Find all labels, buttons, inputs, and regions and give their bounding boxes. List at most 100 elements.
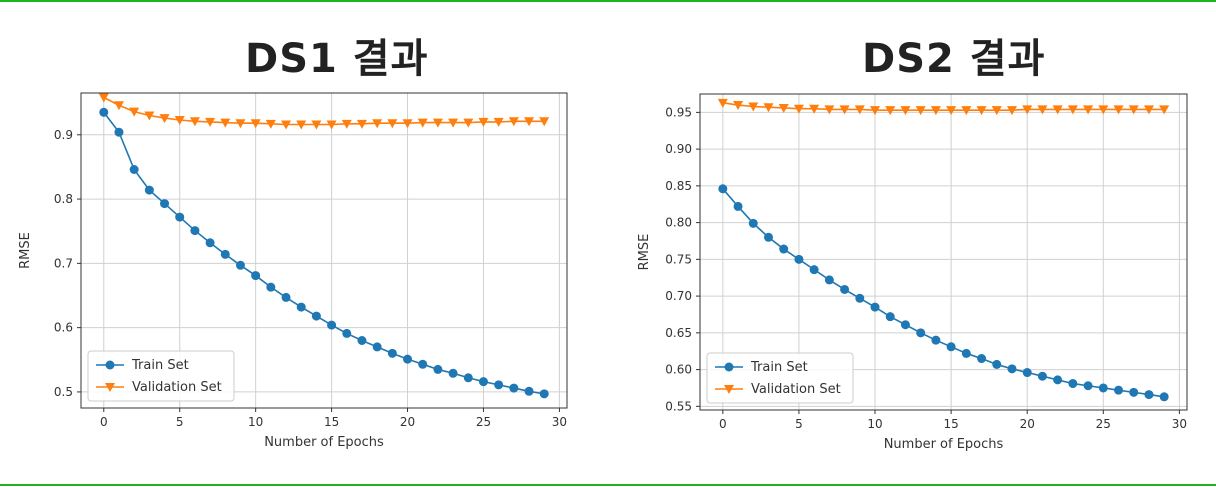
data-point-marker [508,117,519,127]
data-point-marker [778,103,789,113]
data-point-marker [250,119,261,129]
ds1-chart-title: DS1 결과 [245,36,429,82]
data-point-marker [900,320,910,330]
data-point-marker [190,226,200,236]
data-point-marker [1067,105,1078,115]
data-point-marker [296,120,307,130]
x-tick-label: 10 [248,415,263,429]
data-point-marker [1128,105,1139,115]
data-point-marker [448,118,459,128]
data-point-marker [1159,392,1169,402]
data-point-marker [524,117,535,127]
data-point-marker [915,106,926,116]
x-tick-label: 10 [867,417,882,431]
data-point-marker [235,119,246,129]
data-point-marker [220,249,230,259]
data-point-marker [509,383,519,393]
data-point-marker [448,368,458,378]
data-point-marker [1098,383,1108,393]
x-tick-label: 0 [100,415,108,429]
data-point-marker [114,127,124,137]
ds2-rmse-chart: 0 5 10 15 20 25 30 0.55 0.60 0.65 0.70 0.75 0.80 0.85… [637,93,1188,452]
data-point-marker [854,105,865,115]
data-point-marker [824,105,835,115]
data-point-marker [98,93,109,103]
data-point-marker [342,328,352,338]
data-point-marker [144,185,154,195]
y-axis-label: RMSE [637,234,652,271]
data-point-marker [946,342,956,352]
data-point-marker [418,359,428,369]
data-point-marker [1068,379,1078,389]
data-point-marker [930,106,941,116]
data-point-marker [189,117,200,127]
y-tick-label: 0.80 [665,216,692,230]
data-point-marker [855,293,865,303]
data-point-marker [524,386,534,396]
x-tick-label: 5 [176,415,184,429]
data-point-marker [1144,390,1154,400]
data-point-marker [174,116,185,125]
data-point-marker [1037,371,1047,381]
legend-label: Validation Set [751,382,841,397]
legend-marker [724,385,734,394]
data-point-marker [296,302,306,312]
data-point-marker [1143,105,1154,115]
data-point-marker [327,320,337,330]
top-divider-line [0,0,1216,2]
data-point-marker [1083,105,1094,115]
data-point-marker [493,117,504,127]
data-point-marker [977,354,987,364]
data-point-marker [976,106,987,116]
y-tick-label: 0.60 [665,363,692,377]
data-point-marker [341,119,352,129]
x-tick-label: 30 [1172,417,1187,431]
data-point-marker [265,119,276,129]
data-point-marker [900,106,911,116]
data-point-marker [992,359,1002,369]
series-line [103,96,545,126]
data-point-marker [478,377,488,387]
data-point-marker [1022,368,1032,378]
ds2-chart-title: DS2 결과 [862,36,1046,82]
data-point-marker [840,284,850,294]
y-tick-label: 0.9 [54,128,73,142]
x-tick-label: 15 [324,415,339,429]
legend-marker [105,360,115,370]
data-point-marker [205,238,215,248]
data-point-marker [433,364,443,374]
data-point-marker [733,201,743,211]
data-point-marker [539,389,549,399]
data-point-marker [1083,381,1093,391]
x-tick-label: 0 [719,417,727,431]
plot-frame [80,92,568,409]
data-point-marker [478,117,489,127]
data-point-marker [1037,105,1048,115]
data-point-marker [946,106,957,116]
data-point-marker [1113,105,1124,115]
y-tick-label: 0.8 [54,192,73,206]
data-point-marker [1114,385,1124,395]
data-point-marker [494,380,504,390]
data-point-marker [748,218,758,228]
legend-label: Train Set [131,358,189,373]
data-point-marker [129,165,139,174]
data-point-marker [205,117,216,127]
data-point-marker [1098,105,1109,115]
y-tick-label: 0.7 [54,256,73,270]
legend-box [87,350,235,402]
data-point-marker [885,106,896,116]
data-point-marker [870,302,880,312]
x-tick-label: 30 [552,415,567,429]
data-point-marker [387,119,398,129]
data-point-marker [417,118,428,128]
x-axis-label: Number of Epochs [264,435,384,450]
data-point-marker [356,119,367,129]
data-point-marker [99,107,109,117]
data-point-marker [809,104,820,114]
x-tick-label: 25 [476,415,491,429]
data-point-marker [763,103,774,113]
data-point-marker [1053,375,1063,385]
data-point-marker [961,106,972,116]
data-point-marker [1007,364,1017,374]
